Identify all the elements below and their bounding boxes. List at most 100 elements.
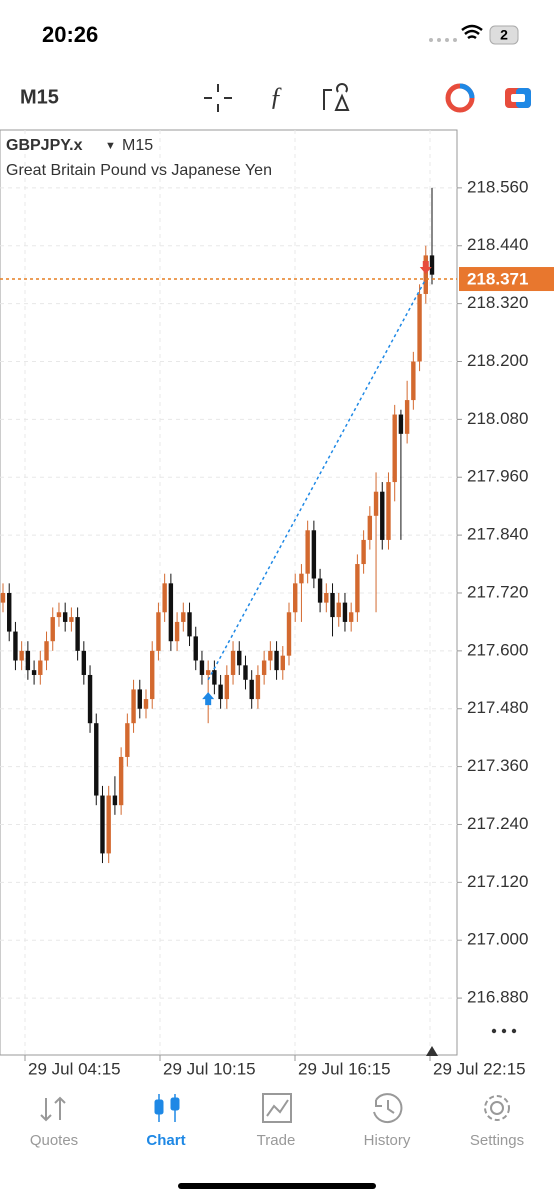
candle-body bbox=[237, 650, 242, 666]
candle-body bbox=[373, 491, 379, 516]
candle-body bbox=[230, 650, 236, 675]
candle-body bbox=[50, 617, 55, 642]
candle-body bbox=[44, 641, 49, 661]
trade-line bbox=[207, 278, 427, 681]
candle-body bbox=[342, 602, 348, 622]
candle-body bbox=[19, 650, 24, 661]
candle-body bbox=[336, 602, 341, 618]
candle-body bbox=[293, 583, 298, 613]
sell-arrow bbox=[419, 261, 432, 275]
y-tick-label: 217.720 bbox=[467, 582, 528, 601]
y-tick-label: 217.840 bbox=[467, 525, 528, 544]
nav-item[interactable]: Quotes bbox=[30, 1132, 78, 1149]
candle-body bbox=[38, 660, 43, 675]
candle-body bbox=[106, 795, 111, 854]
candle-body bbox=[404, 400, 410, 434]
candle-body bbox=[317, 578, 323, 603]
candle-body bbox=[162, 583, 167, 613]
nav-icons bbox=[40, 1093, 510, 1124]
candle-body bbox=[13, 631, 18, 661]
candle-body bbox=[305, 530, 310, 574]
trade-button[interactable] bbox=[505, 88, 531, 108]
candle-body bbox=[274, 650, 279, 671]
price-tag bbox=[459, 267, 554, 292]
candle-body bbox=[205, 670, 211, 675]
candle-body bbox=[100, 795, 105, 854]
candle-body bbox=[131, 689, 136, 724]
signal bbox=[429, 38, 457, 42]
y-tick-label: 218.080 bbox=[467, 409, 528, 428]
x-tick-label: 29 Jul 04:15 bbox=[28, 1059, 121, 1078]
candle-body bbox=[81, 650, 87, 675]
bottom-nav: Quotes Chart Trade History Settings bbox=[30, 1132, 524, 1149]
candle-body bbox=[87, 674, 93, 724]
candle-body bbox=[255, 674, 261, 700]
candle-body bbox=[392, 414, 397, 483]
chart-symbol: GBPJPY.x bbox=[6, 137, 83, 154]
candle-body bbox=[94, 723, 99, 796]
candle-body bbox=[429, 255, 435, 275]
crosshair-button[interactable] bbox=[204, 84, 232, 112]
chart: 218.560 218.440 218.320 218.200 218.080 217.9… bbox=[0, 130, 554, 1078]
candle-body bbox=[355, 564, 360, 613]
chart-nav-icon bbox=[154, 1094, 180, 1122]
candle-body bbox=[69, 617, 74, 622]
candle-body bbox=[168, 583, 174, 642]
candle-body bbox=[212, 670, 217, 685]
nav-item[interactable]: Settings bbox=[470, 1132, 524, 1149]
candle-body bbox=[361, 539, 366, 565]
nav-item[interactable]: History bbox=[364, 1132, 411, 1149]
candle-body bbox=[137, 689, 142, 709]
price-label: 218.371 bbox=[467, 270, 528, 289]
battery-level: 2 bbox=[500, 27, 508, 43]
candle-body bbox=[112, 795, 118, 806]
candle-body bbox=[0, 592, 6, 603]
battery-icon bbox=[489, 25, 519, 45]
objects-button[interactable] bbox=[323, 83, 350, 111]
one-click-button[interactable] bbox=[445, 83, 475, 113]
candle-body bbox=[56, 612, 62, 618]
candle-body bbox=[286, 612, 292, 656]
candle-body bbox=[193, 636, 198, 661]
nav-item[interactable]: Trade bbox=[257, 1132, 296, 1149]
y-tick-label: 216.880 bbox=[467, 988, 528, 1007]
candle-body bbox=[299, 573, 304, 584]
candle-body bbox=[187, 612, 192, 637]
scroll-marker bbox=[426, 1046, 438, 1056]
candle-body bbox=[311, 530, 317, 579]
candle-body bbox=[398, 414, 404, 434]
symbol-dropdown[interactable]: ▼ bbox=[105, 140, 116, 152]
candle-body bbox=[224, 674, 230, 700]
x-tick-label: 29 Jul 22:15 bbox=[433, 1059, 526, 1078]
nav-item[interactable]: Chart bbox=[146, 1132, 185, 1149]
chart-frame bbox=[0, 129, 458, 1056]
buy-arrow bbox=[202, 692, 215, 706]
timeframe-button[interactable]: M15 bbox=[20, 86, 59, 108]
y-tick-label: 218.440 bbox=[467, 235, 528, 254]
candle-body bbox=[249, 679, 254, 700]
candle-body bbox=[386, 482, 391, 540]
y-tick-label: 217.240 bbox=[467, 814, 528, 833]
y-tick-label: 217.600 bbox=[467, 640, 528, 659]
y-tick-label: 218.560 bbox=[467, 177, 528, 196]
candle-body bbox=[268, 650, 273, 661]
chart-timeframe: M15 bbox=[122, 137, 153, 154]
candle-body bbox=[143, 699, 149, 709]
candle-body bbox=[156, 612, 161, 651]
candle-body bbox=[417, 293, 422, 362]
candle-body bbox=[181, 612, 186, 622]
candle-body bbox=[324, 592, 329, 603]
candle-body bbox=[261, 660, 267, 675]
candle-body bbox=[31, 670, 37, 675]
candle-body bbox=[411, 361, 416, 401]
candle-body bbox=[330, 592, 335, 618]
indicators-button[interactable]: ƒ bbox=[270, 82, 283, 111]
candle-body bbox=[7, 592, 12, 632]
more-button[interactable] bbox=[491, 1028, 517, 1034]
x-tick-label: 29 Jul 10:15 bbox=[163, 1059, 256, 1078]
y-tick-label: 217.120 bbox=[467, 872, 528, 891]
candle-body bbox=[25, 650, 31, 671]
